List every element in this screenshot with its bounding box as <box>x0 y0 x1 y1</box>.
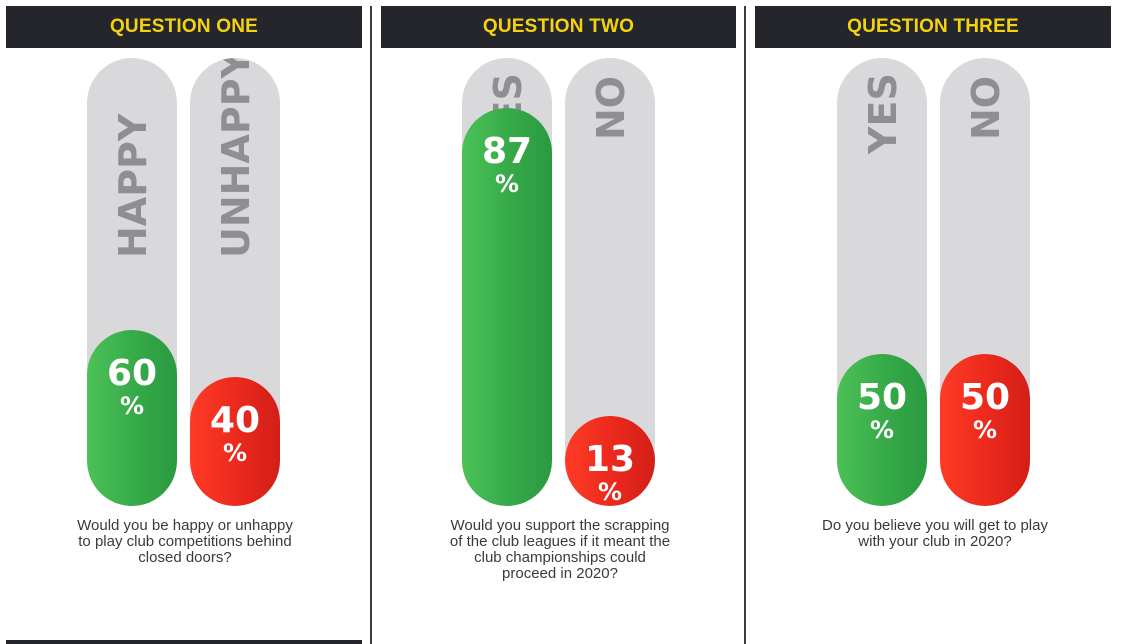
question-header: QUESTION THREE <box>755 6 1111 48</box>
bar-track-happy: HAPPY 60% <box>87 58 177 506</box>
data-label-value: 87 <box>481 131 533 172</box>
question-text: Would you be happy or unhappy to play cl… <box>77 517 293 566</box>
data-label: 40% <box>190 400 280 467</box>
data-label-unit: % <box>494 170 520 198</box>
data-label-unit: % <box>972 416 998 444</box>
bar-yes <box>462 108 552 506</box>
data-label-value: 50 <box>856 377 908 418</box>
bar-yes <box>837 354 927 506</box>
data-label: 50% <box>837 377 927 444</box>
data-label-unit: % <box>869 416 895 444</box>
bar-track-unhappy: UNHAPPY 40% <box>190 58 280 506</box>
bar-unhappy <box>190 377 280 506</box>
panel-divider <box>370 6 372 644</box>
category-label-text: HAPPY <box>111 113 155 258</box>
data-label: 50% <box>940 377 1030 444</box>
bar-track-yes: YES 50% <box>837 58 927 506</box>
data-label: 87% <box>462 131 552 198</box>
footer-rule <box>6 640 362 644</box>
data-label-value: 13 <box>584 439 636 480</box>
category-label-text: YES <box>861 73 905 154</box>
data-label-unit: % <box>597 478 623 506</box>
bar-track-no: NO 13% <box>565 58 655 506</box>
category-label-text: UNHAPPY <box>214 58 258 258</box>
bar-track-no: NO 50% <box>940 58 1030 506</box>
bar-happy <box>87 330 177 506</box>
data-label-value: 50 <box>959 377 1011 418</box>
category-label-text: NO <box>964 75 1008 140</box>
bar-track-yes: YES87% <box>462 58 552 506</box>
data-label: 13% <box>565 439 655 506</box>
bar-no <box>565 416 655 506</box>
data-label-value: 40 <box>209 400 261 441</box>
question-header: QUESTION TWO <box>381 6 736 48</box>
question-text: Would you support the scrapping of the c… <box>449 517 671 582</box>
category-label-text: NO <box>589 75 633 140</box>
data-label-unit: % <box>222 439 248 467</box>
question-header: QUESTION ONE <box>6 6 362 48</box>
data-label-value: 60 <box>106 353 158 394</box>
data-label: 60% <box>87 353 177 420</box>
panel-divider <box>744 6 746 644</box>
bar-no <box>940 354 1030 506</box>
question-text: Do you believe you will get to play with… <box>822 517 1048 550</box>
data-label-unit: % <box>119 392 145 420</box>
